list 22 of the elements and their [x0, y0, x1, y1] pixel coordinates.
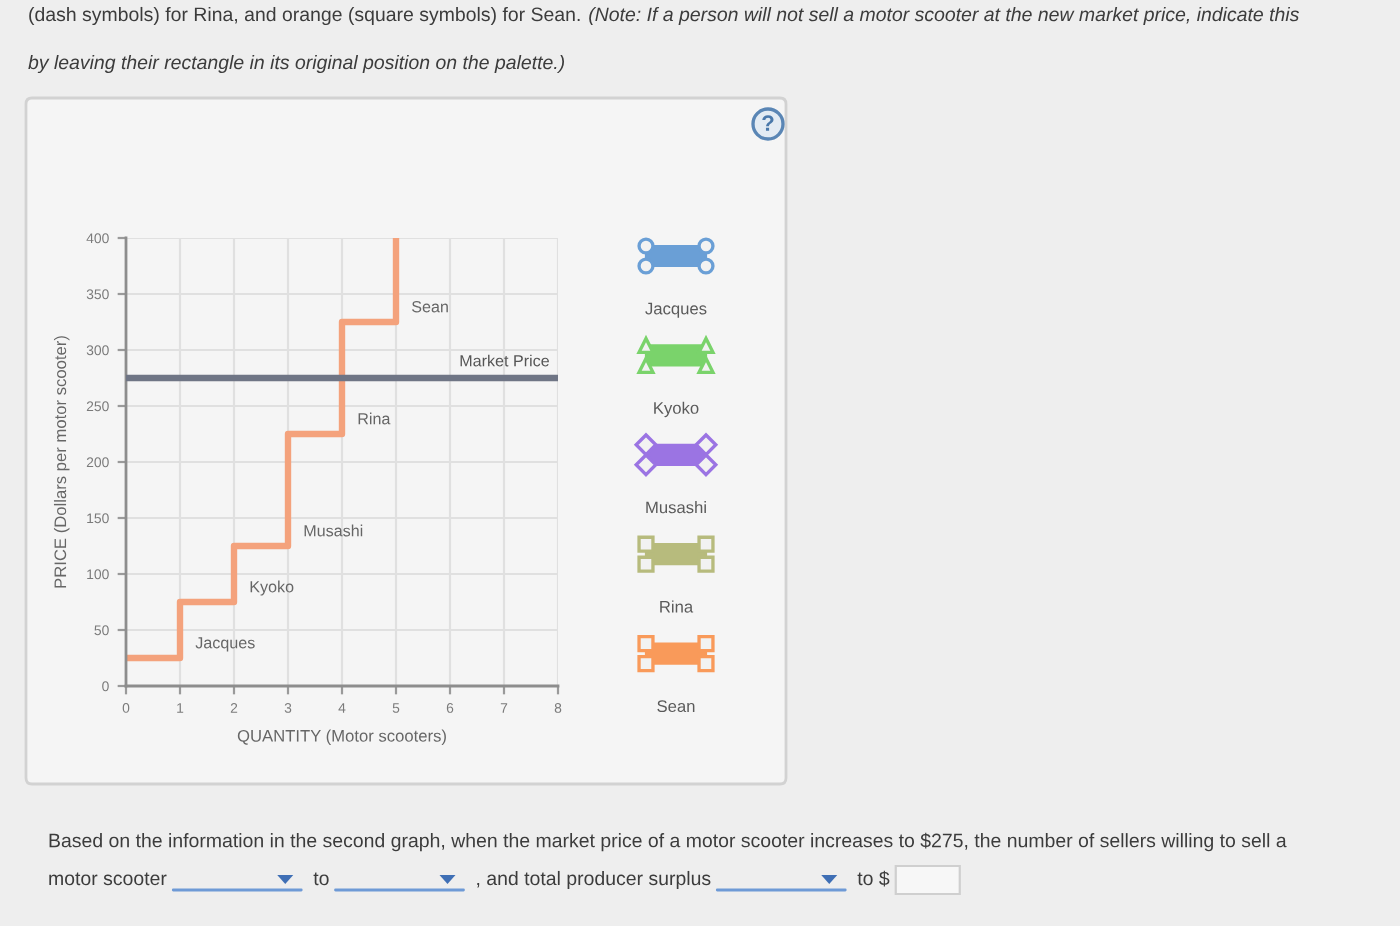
text: Jacques	[645, 302, 707, 318]
text: to $	[857, 870, 890, 887]
text: Based on the information in the second graph, when the market price of a motor scooter increases to $275, the number of sellers willing to sell a	[49, 832, 1287, 852]
text: Kyoko	[654, 401, 699, 418]
text: to	[313, 872, 329, 886]
y-axis-title: PRICE (Dollars per motor scooter)	[53, 336, 70, 588]
text: Musashi	[646, 501, 706, 514]
annotation: Jacques	[195, 637, 255, 652]
text: ?	[762, 115, 774, 131]
text: , and total producer surplus	[477, 870, 711, 890]
text: (Note: If a person will not sell a motor scooter at the new market price, indicate this	[589, 6, 1299, 26]
annotation: Kyoko	[250, 580, 294, 596]
text: by leaving their rectangle in its original position on the palette.)	[28, 54, 565, 74]
text: Rina	[660, 600, 694, 613]
x-axis-title: QUANTITY (Motor scooters)	[237, 729, 446, 746]
text: Sean	[657, 700, 695, 713]
ref-line-label: Market Price	[460, 354, 549, 367]
text: (dash symbols) for Rina, and orange (square symbols) for Sean.	[29, 6, 580, 26]
text: motor scooter	[49, 872, 167, 886]
annotation: Sean	[412, 301, 448, 313]
annotation: Musashi	[304, 524, 363, 537]
annotation: Rina	[358, 412, 391, 425]
